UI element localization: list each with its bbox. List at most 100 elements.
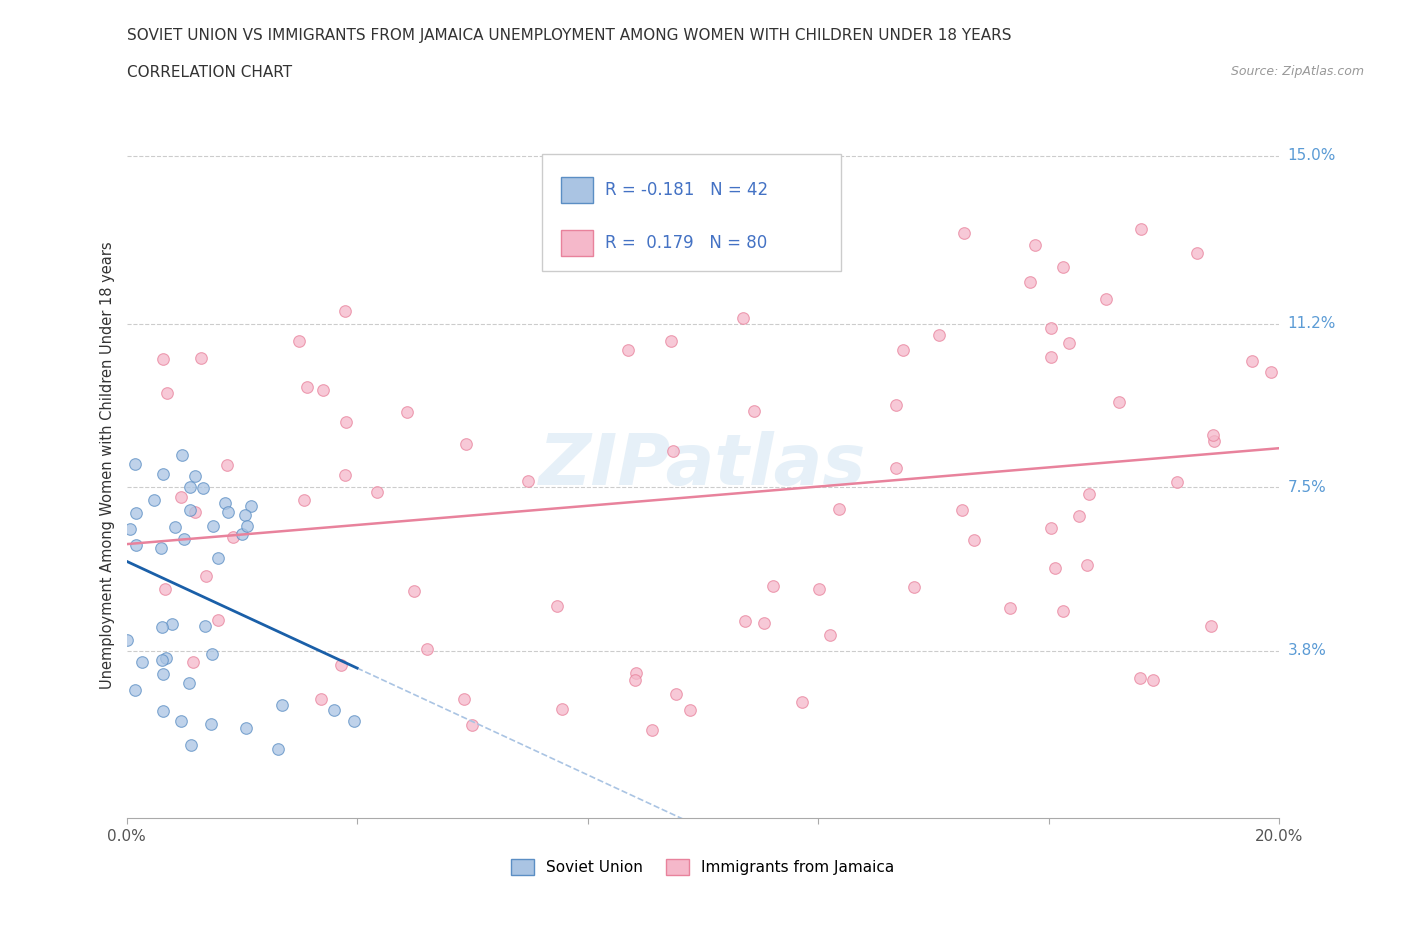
Point xyxy=(1040,350,1063,365)
Point xyxy=(546,599,568,614)
Point xyxy=(152,619,174,634)
Point xyxy=(742,404,765,418)
Point xyxy=(343,713,366,728)
Point xyxy=(953,225,976,240)
FancyBboxPatch shape xyxy=(541,154,841,271)
Point xyxy=(453,692,475,707)
Point xyxy=(1202,428,1225,443)
Point xyxy=(235,721,257,736)
Text: 15.0%: 15.0% xyxy=(1288,148,1336,164)
Point xyxy=(1129,221,1152,236)
Point xyxy=(624,672,647,687)
Point xyxy=(1040,521,1063,536)
Point xyxy=(295,379,318,394)
Point xyxy=(152,352,174,366)
Point xyxy=(160,617,183,631)
Point xyxy=(1129,671,1152,685)
Point xyxy=(152,704,174,719)
Point xyxy=(404,583,426,598)
Text: R = -0.181   N = 42: R = -0.181 N = 42 xyxy=(605,181,768,199)
Point xyxy=(191,481,214,496)
Point xyxy=(659,334,682,349)
Point xyxy=(818,628,841,643)
Point xyxy=(322,703,344,718)
Point xyxy=(734,614,756,629)
Point xyxy=(396,405,419,419)
Point xyxy=(180,737,202,752)
Point xyxy=(1052,259,1074,274)
Point xyxy=(366,485,388,499)
Point xyxy=(665,687,688,702)
Text: 7.5%: 7.5% xyxy=(1288,480,1326,495)
Point xyxy=(236,519,259,534)
Point xyxy=(1108,395,1130,410)
Point xyxy=(190,351,212,365)
Point xyxy=(233,508,256,523)
Point xyxy=(207,612,229,627)
Point xyxy=(1067,509,1090,524)
Point xyxy=(155,651,177,666)
Point xyxy=(271,698,294,712)
Point xyxy=(142,492,165,507)
Point xyxy=(156,386,179,401)
Point xyxy=(1202,433,1225,448)
Point xyxy=(1024,238,1046,253)
Point xyxy=(1142,672,1164,687)
Point xyxy=(184,469,207,484)
Point xyxy=(309,692,332,707)
Point xyxy=(312,382,335,397)
Point xyxy=(149,541,172,556)
Point xyxy=(222,530,245,545)
Point xyxy=(884,398,907,413)
FancyBboxPatch shape xyxy=(561,177,593,204)
Point xyxy=(163,520,186,535)
Point xyxy=(950,503,973,518)
Point xyxy=(333,468,356,483)
Point xyxy=(172,447,194,462)
Point xyxy=(551,701,574,716)
Point xyxy=(827,501,849,516)
Point xyxy=(1240,353,1263,368)
Point xyxy=(1078,486,1101,501)
Point xyxy=(928,327,950,342)
Point xyxy=(150,653,173,668)
Point xyxy=(266,741,288,756)
Point xyxy=(790,695,813,710)
Point xyxy=(1199,618,1222,633)
Point xyxy=(215,458,238,472)
Point xyxy=(231,526,253,541)
Point xyxy=(118,521,141,536)
Point xyxy=(214,496,236,511)
Point xyxy=(181,655,204,670)
Point xyxy=(125,538,148,552)
Point xyxy=(662,443,685,458)
Point xyxy=(1185,246,1208,260)
Point xyxy=(152,466,174,481)
Point xyxy=(516,473,538,488)
Point xyxy=(153,581,176,596)
Point xyxy=(963,533,986,548)
Point xyxy=(329,658,352,672)
Y-axis label: Unemployment Among Women with Children Under 18 years: Unemployment Among Women with Children U… xyxy=(100,241,115,689)
Point xyxy=(200,717,222,732)
Point xyxy=(731,311,754,325)
Point xyxy=(124,682,146,697)
FancyBboxPatch shape xyxy=(561,230,593,257)
Text: 3.8%: 3.8% xyxy=(1288,643,1327,658)
Point xyxy=(679,703,702,718)
Point xyxy=(903,579,925,594)
Point xyxy=(239,498,262,513)
Point xyxy=(762,578,785,593)
Point xyxy=(152,666,174,681)
Point xyxy=(335,304,357,319)
Point xyxy=(752,616,775,631)
Point xyxy=(807,582,830,597)
Point xyxy=(641,723,664,737)
Text: ZIPatlas: ZIPatlas xyxy=(540,431,866,499)
Point xyxy=(288,334,311,349)
Point xyxy=(170,490,193,505)
Point xyxy=(179,503,201,518)
Point xyxy=(179,479,201,494)
Point xyxy=(416,642,439,657)
Point xyxy=(115,632,138,647)
